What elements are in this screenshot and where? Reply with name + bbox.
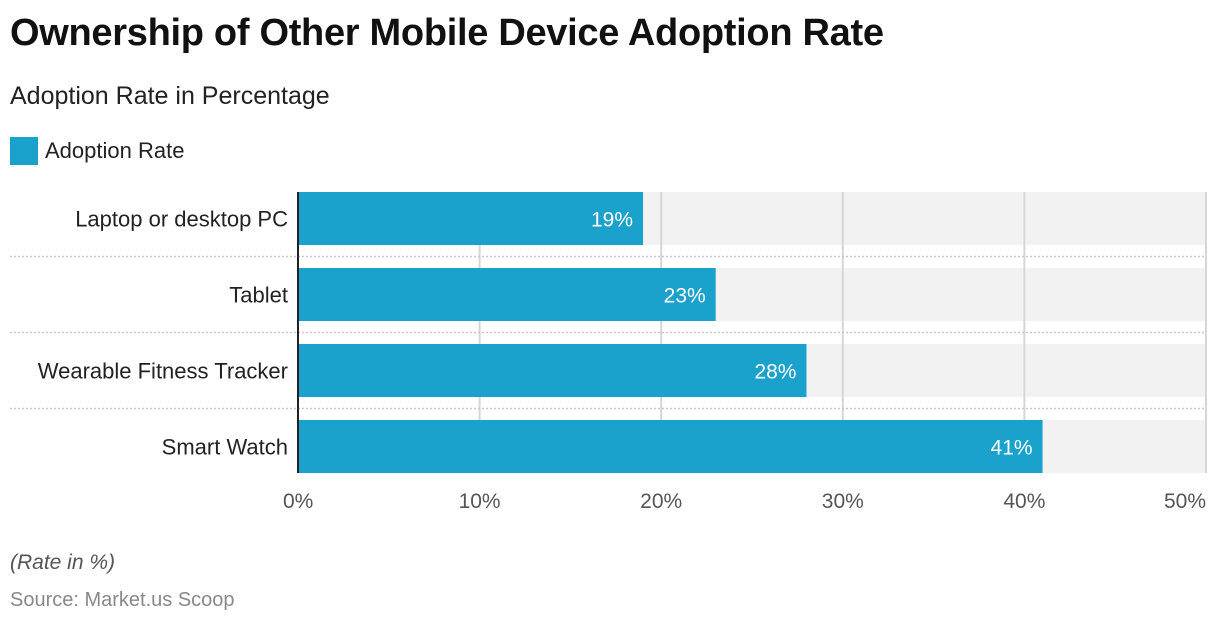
value-label: 28% xyxy=(754,361,796,384)
x-tick-label: 30% xyxy=(822,490,864,513)
chart-title: Ownership of Other Mobile Device Adoptio… xyxy=(10,12,884,54)
category-label: Smart Watch xyxy=(162,435,288,460)
x-tick-label: 0% xyxy=(283,490,313,513)
source-note: Source: Market.us Scoop xyxy=(10,589,235,611)
footnote: (Rate in %) xyxy=(10,551,116,574)
legend-label: Adoption Rate xyxy=(45,138,185,163)
value-label: 19% xyxy=(591,209,633,232)
x-tick-label: 40% xyxy=(1003,490,1045,513)
value-label: 41% xyxy=(991,437,1033,460)
x-tick-label: 10% xyxy=(459,490,501,513)
x-tick-label: 20% xyxy=(640,490,682,513)
legend-swatch xyxy=(10,137,38,165)
bar xyxy=(298,192,644,245)
x-tick-label: 50% xyxy=(1164,490,1206,513)
bar xyxy=(298,420,1043,473)
category-label: Tablet xyxy=(229,283,288,308)
legend: Adoption Rate xyxy=(10,137,184,165)
bar xyxy=(298,268,716,321)
category-label: Laptop or desktop PC xyxy=(75,207,288,232)
value-label: 23% xyxy=(664,285,706,308)
bar xyxy=(298,344,807,397)
chart-subtitle: Adoption Rate in Percentage xyxy=(10,82,330,110)
category-label: Wearable Fitness Tracker xyxy=(38,359,288,384)
